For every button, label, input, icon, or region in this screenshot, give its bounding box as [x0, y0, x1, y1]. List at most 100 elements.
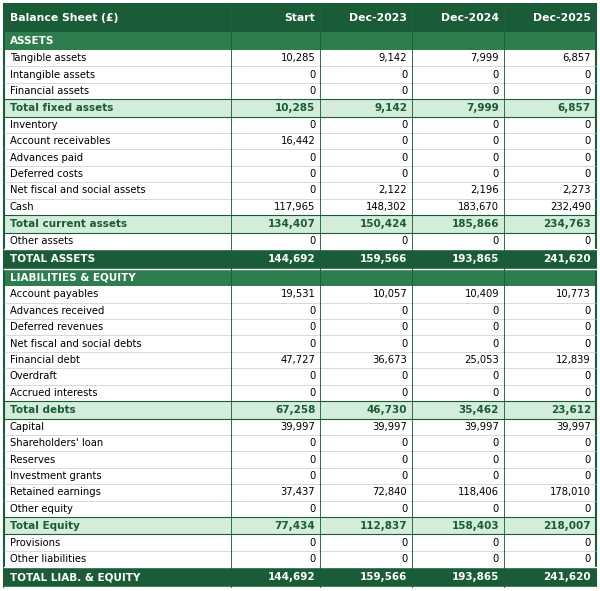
Bar — [4, 551, 596, 567]
Text: 0: 0 — [493, 371, 499, 381]
Text: 0: 0 — [585, 339, 591, 349]
Bar — [4, 99, 596, 116]
Text: 241,620: 241,620 — [544, 572, 591, 582]
Text: 0: 0 — [309, 388, 315, 398]
Text: 23,612: 23,612 — [551, 405, 591, 415]
Text: 0: 0 — [493, 454, 499, 465]
Bar — [4, 517, 596, 534]
Text: 0: 0 — [309, 236, 315, 246]
Text: 112,837: 112,837 — [359, 521, 407, 531]
Bar — [4, 249, 596, 269]
Text: 0: 0 — [401, 86, 407, 96]
Text: TOTAL ASSETS: TOTAL ASSETS — [10, 254, 95, 264]
Text: 0: 0 — [585, 454, 591, 465]
Text: 185,866: 185,866 — [452, 219, 499, 229]
Text: 0: 0 — [401, 388, 407, 398]
Text: Dec-2023: Dec-2023 — [349, 13, 407, 23]
Text: 77,434: 77,434 — [275, 521, 315, 531]
Text: 19,531: 19,531 — [280, 290, 315, 300]
Text: Account payables: Account payables — [10, 290, 98, 300]
Text: 39,997: 39,997 — [556, 422, 591, 432]
Text: 0: 0 — [493, 322, 499, 332]
Text: 0: 0 — [401, 538, 407, 548]
Text: Overdraft: Overdraft — [10, 371, 58, 381]
Bar — [4, 133, 596, 150]
Text: Intangible assets: Intangible assets — [10, 70, 95, 80]
Bar — [4, 452, 596, 467]
Text: 159,566: 159,566 — [360, 572, 407, 582]
Text: 10,773: 10,773 — [556, 290, 591, 300]
Text: 178,010: 178,010 — [550, 488, 591, 498]
Text: 0: 0 — [585, 120, 591, 130]
Text: 150,424: 150,424 — [359, 219, 407, 229]
Text: 0: 0 — [309, 306, 315, 316]
Text: 67,258: 67,258 — [275, 405, 315, 415]
Text: 0: 0 — [493, 236, 499, 246]
Text: 2,273: 2,273 — [563, 186, 591, 196]
Text: 0: 0 — [309, 152, 315, 163]
Text: 0: 0 — [309, 554, 315, 564]
Text: 0: 0 — [309, 438, 315, 448]
Bar — [4, 116, 596, 133]
Text: 9,142: 9,142 — [379, 53, 407, 63]
Text: Other equity: Other equity — [10, 504, 73, 514]
Text: Deferred revenues: Deferred revenues — [10, 322, 103, 332]
Text: Provisions: Provisions — [10, 538, 60, 548]
Text: 218,007: 218,007 — [544, 521, 591, 531]
Text: 0: 0 — [493, 504, 499, 514]
Text: 0: 0 — [309, 538, 315, 548]
Text: 0: 0 — [585, 554, 591, 564]
Text: 25,053: 25,053 — [464, 355, 499, 365]
Bar — [4, 467, 596, 484]
Text: 0: 0 — [309, 186, 315, 196]
Text: Dec-2025: Dec-2025 — [533, 13, 591, 23]
Bar — [4, 4, 232, 33]
Bar — [412, 4, 504, 33]
Text: 159,566: 159,566 — [360, 254, 407, 264]
Text: 46,730: 46,730 — [367, 405, 407, 415]
Bar — [4, 401, 596, 418]
Bar — [4, 319, 596, 336]
Text: 0: 0 — [493, 152, 499, 163]
Text: 193,865: 193,865 — [452, 572, 499, 582]
Text: LIABILITIES & EQUITY: LIABILITIES & EQUITY — [10, 272, 136, 282]
Text: 0: 0 — [401, 371, 407, 381]
Bar — [4, 50, 596, 66]
Text: 0: 0 — [585, 137, 591, 147]
Bar — [232, 4, 320, 33]
Bar — [4, 233, 596, 249]
Text: Financial assets: Financial assets — [10, 86, 89, 96]
Text: 0: 0 — [401, 438, 407, 448]
Bar — [4, 385, 596, 401]
Text: 39,997: 39,997 — [280, 422, 315, 432]
Text: 0: 0 — [585, 306, 591, 316]
Text: 183,670: 183,670 — [458, 202, 499, 212]
Text: 0: 0 — [585, 322, 591, 332]
Bar — [4, 166, 596, 182]
Text: 0: 0 — [401, 70, 407, 80]
Text: 117,965: 117,965 — [274, 202, 315, 212]
Text: 6,857: 6,857 — [558, 103, 591, 113]
Text: 0: 0 — [585, 538, 591, 548]
Text: 241,620: 241,620 — [544, 254, 591, 264]
Bar — [4, 199, 596, 215]
Text: 234,763: 234,763 — [543, 219, 591, 229]
Text: 35,462: 35,462 — [459, 405, 499, 415]
Text: 0: 0 — [493, 169, 499, 179]
Text: 0: 0 — [401, 120, 407, 130]
Bar — [4, 352, 596, 368]
Text: Capital: Capital — [10, 422, 45, 432]
Bar — [4, 83, 596, 99]
Bar — [320, 4, 412, 33]
Text: Advances paid: Advances paid — [10, 152, 83, 163]
Text: ASSETS: ASSETS — [10, 36, 55, 46]
Bar — [4, 368, 596, 385]
Text: 118,406: 118,406 — [458, 488, 499, 498]
Text: 0: 0 — [585, 86, 591, 96]
Text: 0: 0 — [309, 322, 315, 332]
Text: Shareholders' loan: Shareholders' loan — [10, 438, 103, 448]
Text: 0: 0 — [309, 169, 315, 179]
Text: 0: 0 — [309, 86, 315, 96]
Text: 0: 0 — [493, 86, 499, 96]
Text: 0: 0 — [493, 306, 499, 316]
